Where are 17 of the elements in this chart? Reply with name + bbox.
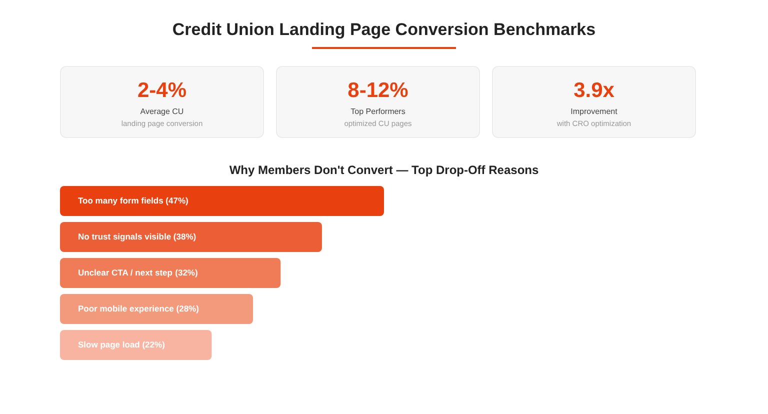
bar	[60, 222, 322, 252]
bar	[60, 330, 212, 360]
data-label: (22%)	[142, 339, 166, 350]
y-tick-label: Too many form fields	[78, 195, 164, 206]
bar	[60, 294, 254, 324]
y-tick-label: No trust signals visible	[78, 231, 172, 242]
chart-title: Why Members Don't Convert — Top Drop-Off Reasons	[228, 163, 540, 177]
text: Credit Union Landing Page Conversion Benchmarks	[171, 20, 597, 40]
data-label: (47%)	[166, 195, 189, 206]
data-label: (38%)	[173, 231, 196, 242]
y-tick-label: Slow page load	[78, 339, 140, 350]
y-tick-label: Poor mobile experience	[78, 303, 174, 314]
data-label: (32%)	[175, 267, 198, 278]
y-tick-label: Unclear CTA / next step	[78, 267, 172, 278]
data-label: (28%)	[176, 303, 200, 314]
bar	[60, 186, 384, 216]
bar	[60, 258, 281, 288]
